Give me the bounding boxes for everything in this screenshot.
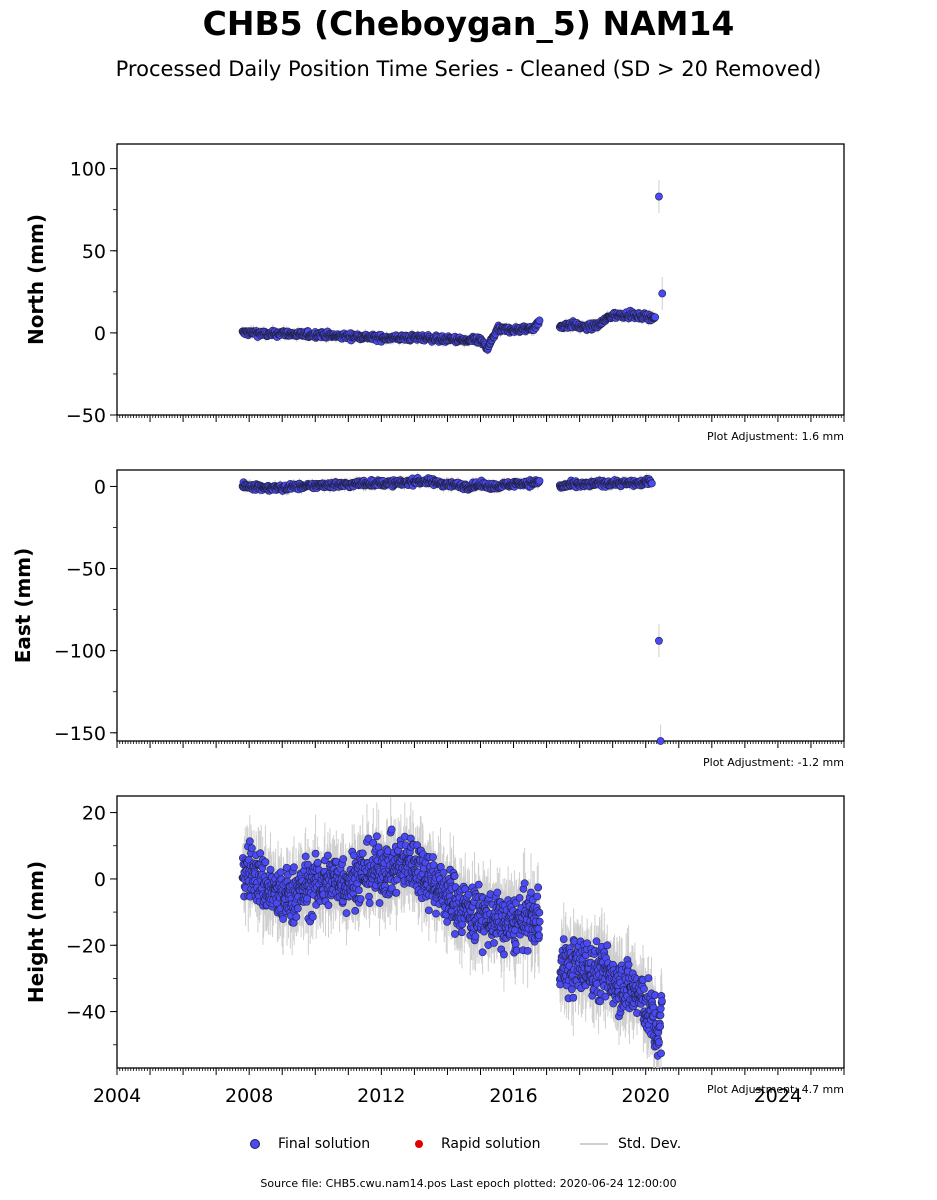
data-point	[535, 476, 544, 485]
y-tick-label: −50	[66, 559, 106, 581]
plot-frame	[116, 143, 845, 416]
chart-subtitle: Processed Daily Position Time Series - C…	[115, 57, 822, 81]
plot-frame	[116, 469, 845, 742]
y-tick-label: −150	[54, 723, 106, 745]
y-tick-label: −50	[66, 405, 106, 427]
y-tick-label: 100	[70, 159, 106, 181]
plot-adjustment-label: Plot Adjustment: 4.7 mm	[707, 1083, 844, 1096]
data-point	[647, 479, 656, 488]
y-tick-label: 0	[94, 323, 106, 345]
y-axis-label: East (mm)	[11, 548, 35, 664]
data-point	[651, 313, 660, 322]
y-tick-label: 50	[82, 241, 106, 263]
y-tick-label: −40	[66, 1002, 106, 1024]
y-tick-label: 0	[94, 869, 106, 891]
data-point	[656, 737, 665, 745]
data-point	[655, 636, 663, 645]
y-tick-label: −100	[54, 641, 106, 663]
y-axis-label: Height (mm)	[24, 861, 48, 1003]
data-point	[658, 289, 667, 298]
y-tick-label: 20	[82, 803, 106, 825]
data-point	[535, 316, 544, 325]
chart-title: CHB5 (Cheboygan_5) NAM14	[202, 4, 735, 43]
plot-adjustment-label: Plot Adjustment: 1.6 mm	[707, 430, 844, 443]
y-tick-label: 0	[94, 476, 106, 498]
data-point	[655, 192, 663, 201]
y-tick-label: −20	[66, 935, 106, 957]
plot-adjustment-label: Plot Adjustment: -1.2 mm	[703, 756, 844, 769]
y-axis-label: North (mm)	[24, 214, 48, 345]
